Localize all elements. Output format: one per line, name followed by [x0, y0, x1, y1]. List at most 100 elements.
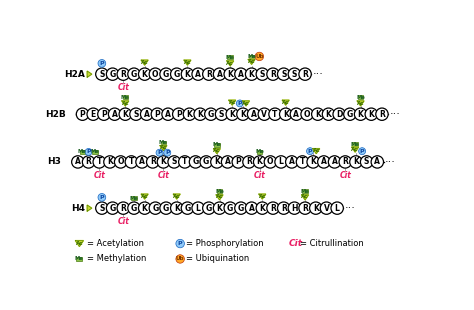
Text: P: P	[157, 150, 162, 155]
Text: P: P	[237, 101, 242, 106]
Circle shape	[376, 108, 388, 120]
Text: K: K	[229, 110, 235, 119]
Text: Ac: Ac	[282, 100, 290, 105]
FancyBboxPatch shape	[92, 150, 98, 154]
Circle shape	[168, 156, 180, 168]
FancyBboxPatch shape	[352, 142, 358, 146]
Circle shape	[360, 156, 373, 168]
Text: A: A	[75, 157, 81, 166]
Text: P: P	[178, 241, 182, 246]
Text: K: K	[142, 204, 147, 213]
Text: R: R	[270, 204, 276, 213]
Text: P: P	[236, 157, 241, 166]
Text: T: T	[273, 110, 278, 119]
FancyBboxPatch shape	[80, 150, 85, 154]
Circle shape	[307, 156, 319, 168]
Text: K: K	[217, 204, 222, 213]
Circle shape	[224, 202, 237, 214]
Circle shape	[162, 108, 174, 120]
Circle shape	[138, 68, 151, 80]
Text: R: R	[120, 204, 126, 213]
Circle shape	[210, 156, 223, 168]
Text: Ac: Ac	[141, 60, 148, 65]
Text: G: G	[206, 204, 212, 213]
Text: Me: Me	[78, 149, 87, 154]
Text: A: A	[321, 157, 327, 166]
Circle shape	[87, 108, 100, 120]
Circle shape	[85, 148, 92, 155]
Circle shape	[213, 68, 226, 80]
Text: R: R	[302, 204, 308, 213]
Circle shape	[322, 108, 335, 120]
Circle shape	[254, 156, 266, 168]
Circle shape	[205, 108, 217, 120]
Text: A: A	[374, 157, 380, 166]
Text: Ub: Ub	[255, 54, 264, 59]
FancyBboxPatch shape	[358, 95, 364, 99]
Text: S: S	[99, 70, 105, 79]
Circle shape	[344, 108, 356, 120]
Text: A: A	[238, 70, 244, 79]
Text: A: A	[165, 110, 171, 119]
Circle shape	[138, 202, 151, 214]
Circle shape	[221, 156, 234, 168]
Circle shape	[200, 156, 212, 168]
Circle shape	[181, 68, 194, 80]
Text: P: P	[165, 150, 170, 155]
Text: K: K	[197, 110, 203, 119]
Circle shape	[146, 156, 159, 168]
Text: K: K	[313, 204, 319, 213]
Circle shape	[130, 108, 142, 120]
FancyBboxPatch shape	[228, 55, 233, 59]
Text: G: G	[203, 157, 210, 166]
Circle shape	[179, 156, 191, 168]
Text: L: L	[335, 204, 339, 213]
Text: Me: Me	[129, 196, 138, 201]
Text: Me: Me	[226, 55, 235, 60]
Text: Me: Me	[351, 142, 360, 147]
Circle shape	[215, 108, 228, 120]
Text: A: A	[225, 157, 230, 166]
Circle shape	[237, 108, 249, 120]
Circle shape	[318, 156, 330, 168]
Circle shape	[371, 156, 383, 168]
Text: Ac: Ac	[227, 60, 234, 65]
Text: Ac: Ac	[121, 100, 129, 105]
Circle shape	[331, 202, 343, 214]
Text: A: A	[249, 204, 255, 213]
Text: Me: Me	[215, 189, 224, 194]
Text: V: V	[261, 110, 267, 119]
Text: P: P	[308, 149, 312, 154]
Text: G: G	[163, 70, 169, 79]
Text: A: A	[144, 110, 150, 119]
Polygon shape	[213, 148, 220, 154]
Polygon shape	[160, 145, 167, 151]
Text: Ac: Ac	[357, 100, 365, 105]
Text: Cit: Cit	[254, 170, 265, 179]
Text: A: A	[289, 157, 295, 166]
Text: H2B: H2B	[45, 110, 65, 119]
Text: H3: H3	[47, 157, 61, 166]
Text: R: R	[342, 157, 348, 166]
Text: T: T	[182, 157, 188, 166]
Circle shape	[76, 108, 89, 120]
Text: S: S	[172, 157, 177, 166]
Text: H: H	[291, 204, 298, 213]
Circle shape	[114, 156, 127, 168]
Circle shape	[256, 202, 268, 214]
Text: T: T	[128, 157, 134, 166]
Circle shape	[149, 68, 162, 80]
Circle shape	[173, 108, 185, 120]
Circle shape	[96, 68, 108, 80]
Text: K: K	[174, 204, 180, 213]
Text: G: G	[192, 157, 199, 166]
FancyBboxPatch shape	[302, 189, 308, 193]
FancyBboxPatch shape	[214, 143, 219, 147]
Circle shape	[311, 108, 324, 120]
Text: = Phosphorylation: = Phosphorylation	[186, 239, 264, 248]
Circle shape	[119, 108, 131, 120]
Circle shape	[277, 202, 290, 214]
Text: A: A	[332, 157, 337, 166]
Text: Ac: Ac	[351, 147, 359, 152]
Text: G: G	[131, 204, 137, 213]
